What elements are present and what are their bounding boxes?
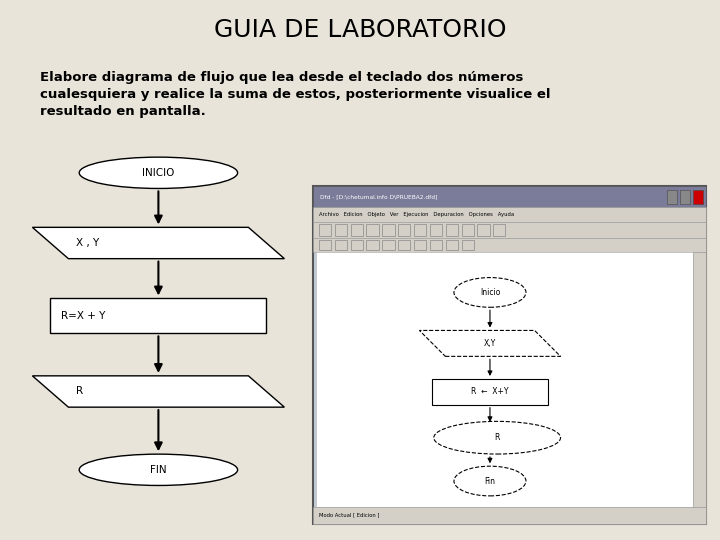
Text: Inicio: Inicio — [480, 288, 500, 297]
Text: R=X + Y: R=X + Y — [61, 311, 106, 321]
Text: Archivo   Edicion   Objeto   Ver   Ejecucion   Depuracion   Opciones   Ayuda: Archivo Edicion Objeto Ver Ejecucion Dep… — [319, 212, 514, 217]
Bar — [382, 240, 395, 250]
Bar — [430, 224, 442, 236]
Polygon shape — [32, 227, 284, 259]
Bar — [398, 240, 410, 250]
Bar — [446, 224, 458, 236]
Text: Modo Actual [ Edicion ]: Modo Actual [ Edicion ] — [319, 512, 379, 518]
Bar — [366, 240, 379, 250]
Text: GUIA DE LABORATORIO: GUIA DE LABORATORIO — [214, 18, 506, 42]
Text: Elabore diagrama de flujo que lea desde el teclado dos números
cualesquiera y re: Elabore diagrama de flujo que lea desde … — [40, 71, 550, 118]
Text: X,Y: X,Y — [484, 339, 496, 348]
Bar — [335, 224, 347, 236]
Ellipse shape — [433, 421, 560, 454]
Polygon shape — [32, 376, 284, 407]
Text: X , Y: X , Y — [76, 238, 99, 248]
Bar — [477, 224, 490, 236]
Bar — [414, 240, 426, 250]
Text: FIN: FIN — [150, 465, 167, 475]
Bar — [313, 186, 706, 524]
Bar — [493, 224, 505, 236]
Bar — [351, 240, 363, 250]
Bar — [313, 222, 706, 238]
Bar — [680, 190, 690, 204]
Text: INICIO: INICIO — [143, 168, 174, 178]
Bar — [316, 252, 693, 507]
Text: R: R — [495, 433, 500, 442]
Bar — [313, 186, 706, 207]
Bar — [414, 224, 426, 236]
Text: R  ←  X+Y: R ← X+Y — [471, 387, 509, 396]
Bar — [667, 190, 677, 204]
Ellipse shape — [79, 157, 238, 188]
Text: Fin: Fin — [485, 476, 495, 485]
Bar — [313, 507, 706, 524]
Bar — [693, 252, 706, 507]
Bar — [382, 224, 395, 236]
Bar — [351, 224, 363, 236]
Bar — [319, 224, 331, 236]
Bar — [432, 379, 548, 405]
Polygon shape — [419, 330, 560, 356]
Bar — [313, 207, 706, 222]
Bar — [366, 224, 379, 236]
Ellipse shape — [454, 466, 526, 496]
Ellipse shape — [454, 278, 526, 307]
Text: R: R — [76, 387, 83, 396]
Ellipse shape — [79, 454, 238, 485]
Bar — [446, 240, 458, 250]
Bar — [335, 240, 347, 250]
Bar — [430, 240, 442, 250]
Bar — [462, 240, 474, 250]
Bar — [693, 190, 703, 204]
Bar — [462, 224, 474, 236]
Bar — [319, 240, 331, 250]
Bar — [398, 224, 410, 236]
Bar — [50, 298, 266, 333]
Text: Dfd - [D:\chetumal.info D\PRUEBA2.dfd]: Dfd - [D:\chetumal.info D\PRUEBA2.dfd] — [320, 194, 438, 199]
Bar — [313, 238, 706, 252]
